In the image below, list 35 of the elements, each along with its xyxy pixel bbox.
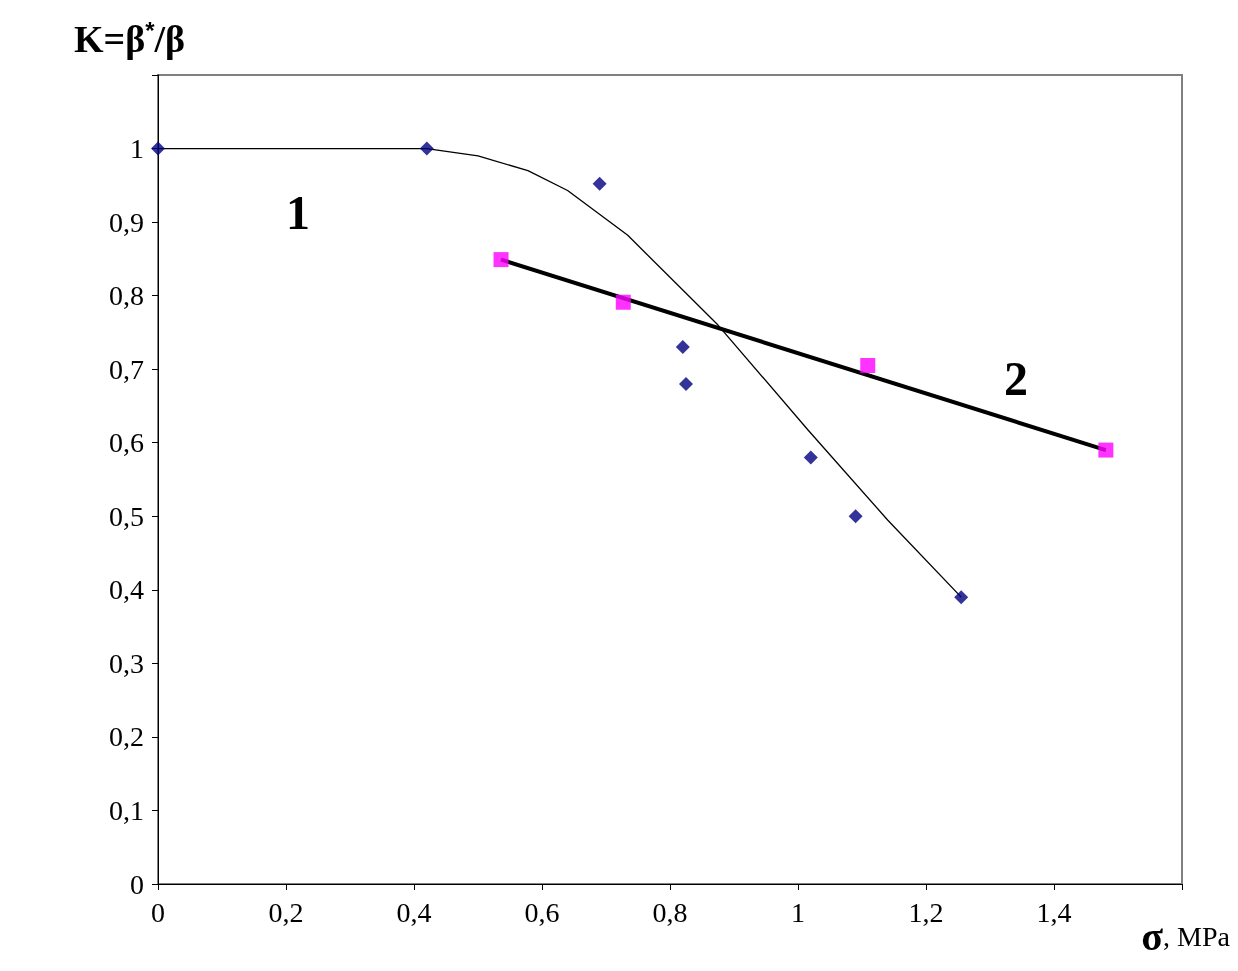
x-tick-label: 1	[791, 896, 805, 928]
point	[1098, 442, 1114, 458]
y-tick-label: 0,2	[109, 721, 144, 753]
y-tick-label: 0,5	[109, 500, 144, 532]
y-tick-label: 0,6	[109, 427, 144, 459]
x-tick-label: 1,4	[1036, 896, 1072, 928]
annotation: 1	[286, 185, 310, 239]
y-tick-label: 0,8	[109, 280, 144, 312]
x-tick-label: 1,2	[908, 896, 944, 928]
point	[803, 450, 818, 465]
x-tick-label: 0,6	[524, 896, 560, 928]
point	[151, 141, 165, 156]
x-tick-label: 0,8	[652, 896, 688, 928]
y-axis-title: K=β*/β	[74, 16, 186, 60]
point	[675, 340, 690, 355]
y-tick-label: 0,7	[109, 353, 144, 385]
y-tick-label: 0,9	[109, 206, 144, 238]
x-tick-label: 0	[151, 896, 165, 928]
annotation: 2	[1004, 351, 1028, 405]
point	[592, 176, 607, 191]
point	[419, 141, 434, 156]
y-tick-label: 0	[130, 868, 144, 900]
point	[615, 294, 631, 310]
y-tick-label: 0,1	[109, 794, 144, 826]
y-tick-label: 0,4	[109, 574, 144, 606]
point	[954, 590, 969, 605]
x-axis-title: σ, MPa	[1141, 913, 1231, 959]
y-tick-label: 1	[130, 133, 144, 165]
x-tick-label: 0,2	[268, 896, 304, 928]
point	[493, 252, 509, 268]
point	[860, 358, 876, 373]
point	[848, 509, 863, 524]
x-tick-label: 0,4	[396, 896, 432, 928]
point	[679, 376, 693, 391]
y-tick-label: 0,3	[109, 647, 144, 679]
